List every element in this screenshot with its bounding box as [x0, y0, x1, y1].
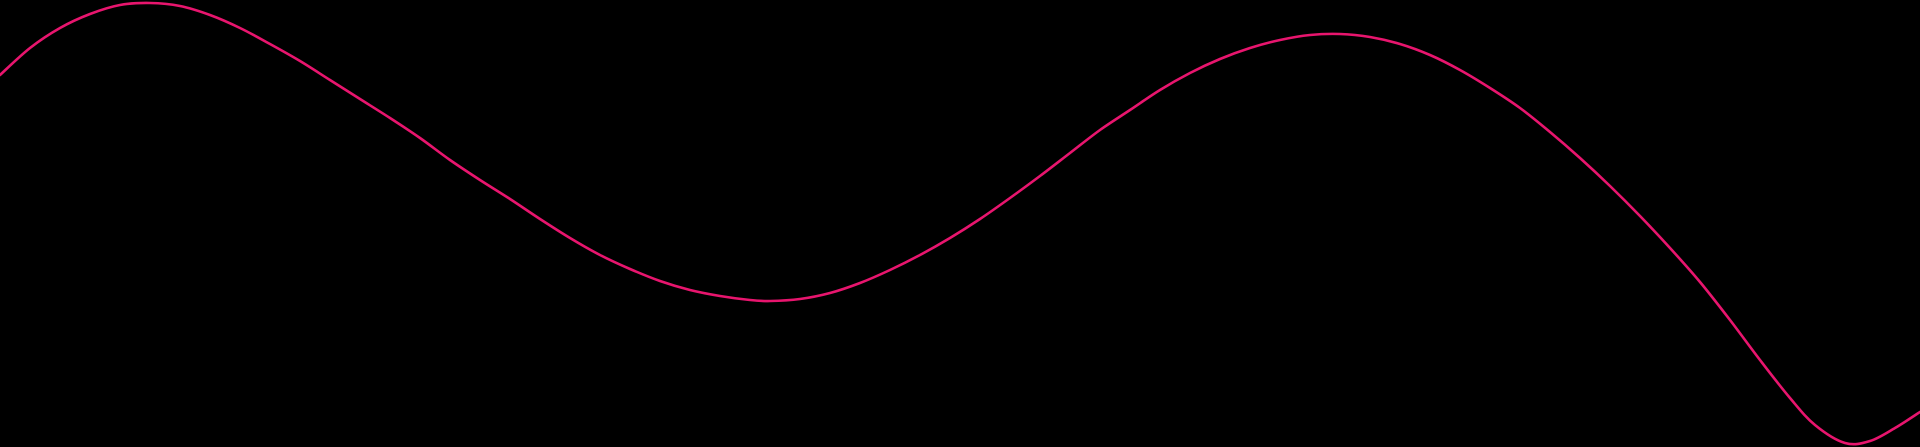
series-group [0, 1, 1920, 446]
wave-line-series [0, 1, 1920, 446]
chart-background [0, 0, 1920, 447]
chart-canvas [0, 0, 1920, 447]
line-chart-svg [0, 0, 1920, 447]
